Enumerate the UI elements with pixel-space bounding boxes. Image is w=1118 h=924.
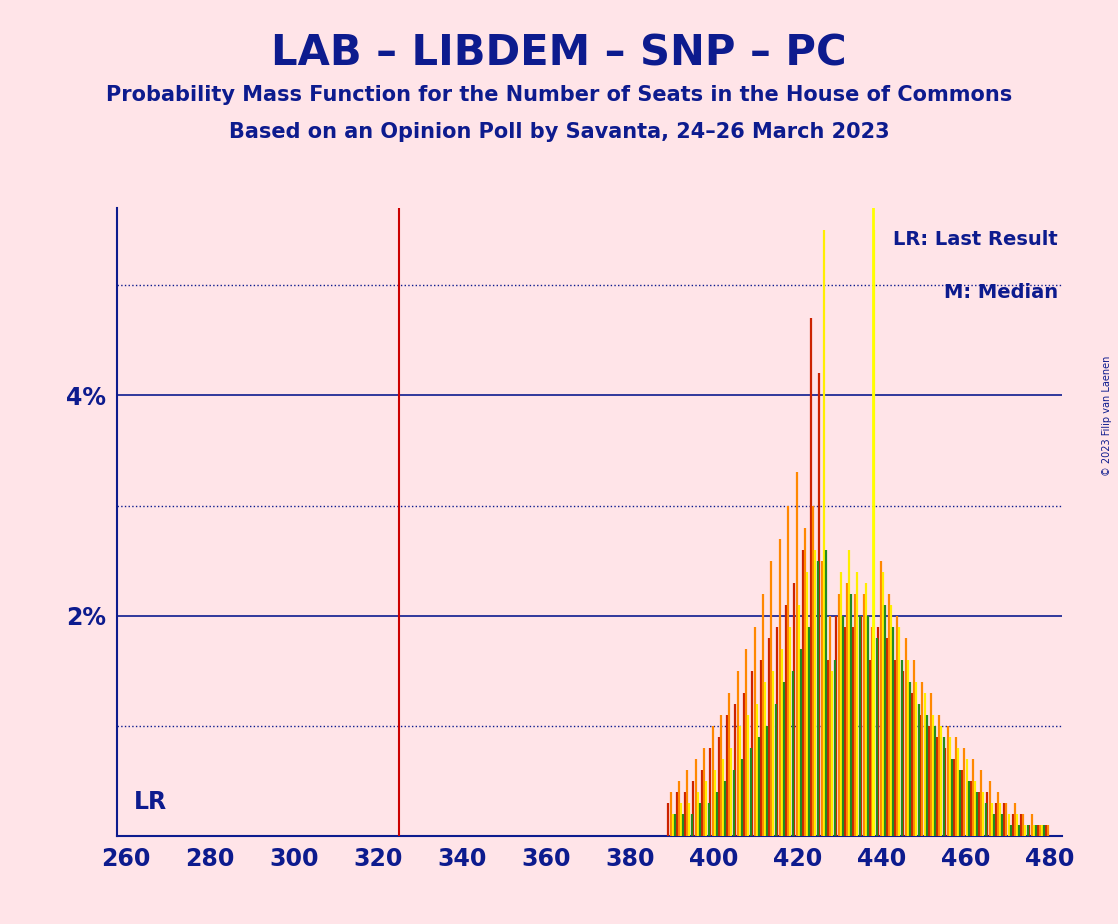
Text: Probability Mass Function for the Number of Seats in the House of Commons: Probability Mass Function for the Number… [106, 85, 1012, 105]
Text: © 2023 Filip van Laenen: © 2023 Filip van Laenen [1102, 356, 1112, 476]
Text: Based on an Opinion Poll by Savanta, 24–26 March 2023: Based on an Opinion Poll by Savanta, 24–… [229, 122, 889, 142]
Text: M: Median: M: Median [944, 284, 1058, 302]
Text: LR: Last Result: LR: Last Result [893, 230, 1058, 249]
Text: LR: LR [134, 790, 168, 814]
Text: LAB – LIBDEM – SNP – PC: LAB – LIBDEM – SNP – PC [272, 32, 846, 74]
